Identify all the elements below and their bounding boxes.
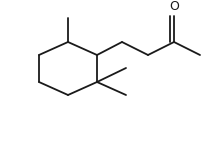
Text: O: O [169, 0, 179, 13]
